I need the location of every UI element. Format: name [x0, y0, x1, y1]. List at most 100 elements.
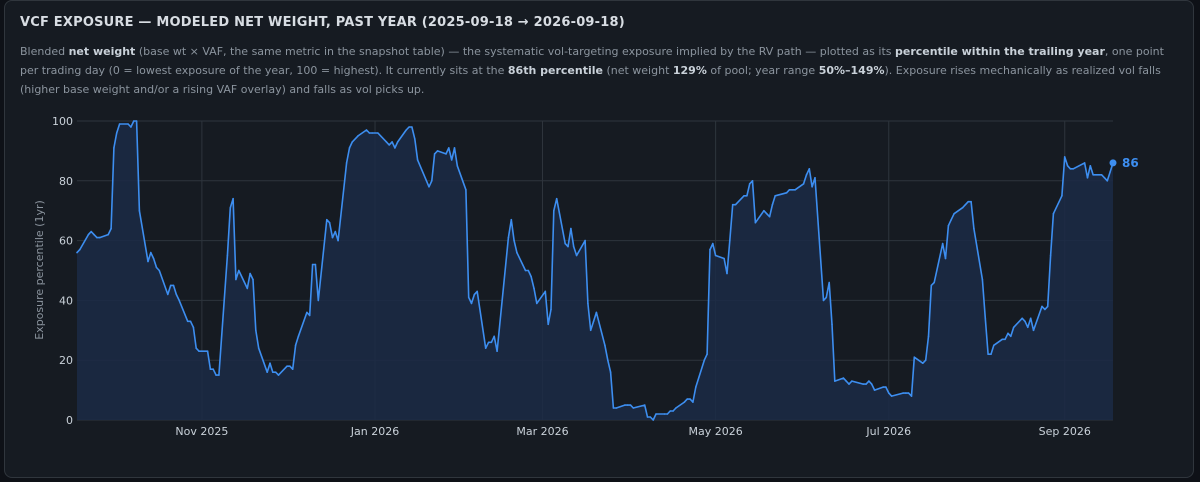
data-point — [1086, 177, 1089, 179]
data-point — [513, 239, 515, 242]
data-point — [195, 347, 197, 350]
data-point — [930, 284, 933, 287]
data-point — [822, 299, 825, 302]
data-point — [311, 263, 314, 266]
data-point — [754, 221, 757, 224]
data-point — [734, 203, 737, 206]
data-point — [592, 320, 595, 323]
data-point — [493, 335, 496, 338]
data-point — [947, 224, 950, 227]
data-point — [277, 374, 280, 376]
data-point — [490, 341, 493, 344]
data-point — [1001, 338, 1004, 341]
data-point — [428, 186, 430, 188]
data-point — [794, 189, 796, 191]
data-point — [714, 254, 717, 257]
current-value-dot — [1109, 159, 1117, 167]
data-point — [115, 132, 118, 134]
data-point — [533, 287, 535, 290]
data-point — [175, 293, 178, 296]
data-point — [274, 371, 277, 374]
data-point — [987, 353, 989, 356]
data-point — [255, 329, 257, 332]
data-point — [527, 269, 530, 272]
data-point — [186, 320, 189, 323]
data-point — [944, 257, 947, 260]
data-point — [868, 380, 870, 382]
data-point — [178, 299, 180, 302]
data-point — [712, 242, 714, 245]
data-point — [842, 377, 845, 379]
data-point — [589, 329, 592, 332]
data-point — [709, 248, 711, 251]
data-point — [465, 189, 467, 191]
data-point — [107, 233, 109, 236]
data-point — [414, 138, 416, 140]
desc-bold-percentile: percentile within the trailing year — [894, 45, 1105, 58]
data-point — [473, 293, 476, 296]
data-point — [624, 404, 626, 406]
data-point — [669, 410, 671, 412]
data-point — [289, 365, 291, 368]
data-point — [135, 120, 138, 122]
data-point — [902, 392, 904, 394]
data-point — [649, 416, 652, 418]
data-point — [155, 266, 158, 269]
data-point — [133, 120, 135, 122]
desc-text-5: of pool; year range — [706, 64, 819, 77]
data-point — [1021, 317, 1023, 320]
desc-bold-current-percentile: 86th percentile — [507, 64, 603, 77]
data-point — [172, 284, 175, 287]
data-point — [456, 165, 459, 167]
data-point — [536, 302, 538, 305]
data-point — [257, 347, 260, 350]
data-point — [306, 311, 308, 314]
data-point — [607, 359, 609, 362]
data-point — [785, 192, 788, 194]
data-point — [729, 239, 731, 242]
data-point — [604, 344, 606, 347]
data-point — [308, 314, 311, 317]
data-point — [147, 260, 149, 263]
data-point — [882, 386, 884, 388]
data-point — [1010, 335, 1012, 338]
desc-bold-net-weight: net weight — [68, 45, 136, 58]
data-point — [774, 195, 776, 197]
y-axis-ticks: 0 20 40 60 80 100 — [52, 115, 73, 427]
data-point — [266, 371, 269, 374]
data-point — [643, 404, 646, 406]
data-point — [1046, 305, 1049, 308]
data-point — [215, 374, 217, 376]
data-point — [834, 380, 836, 382]
data-point — [93, 233, 95, 236]
data-point — [530, 275, 532, 278]
data-point — [845, 380, 847, 382]
data-point — [96, 236, 98, 239]
data-point — [1027, 326, 1029, 329]
data-point — [865, 383, 867, 385]
data-point — [1103, 177, 1106, 179]
data-point — [345, 162, 348, 164]
data-point — [334, 230, 337, 233]
data-point — [348, 147, 351, 149]
data-point — [771, 203, 774, 206]
data-point — [689, 398, 691, 400]
data-point — [686, 398, 688, 400]
data-point — [961, 206, 964, 209]
data-point — [1089, 165, 1092, 167]
data-point — [113, 147, 115, 149]
data-point — [331, 236, 334, 239]
x-tick-label: Jan 2026 — [350, 425, 399, 438]
data-point — [152, 257, 155, 260]
data-point — [524, 269, 527, 272]
x-tick-label: Sep 2026 — [1039, 425, 1091, 438]
data-point — [663, 413, 666, 415]
data-point — [138, 209, 141, 212]
x-tick-label: Nov 2025 — [175, 425, 228, 438]
data-point — [567, 245, 569, 248]
data-point — [118, 123, 121, 125]
data-point — [802, 183, 805, 185]
data-point — [212, 368, 214, 371]
data-point — [672, 410, 674, 412]
